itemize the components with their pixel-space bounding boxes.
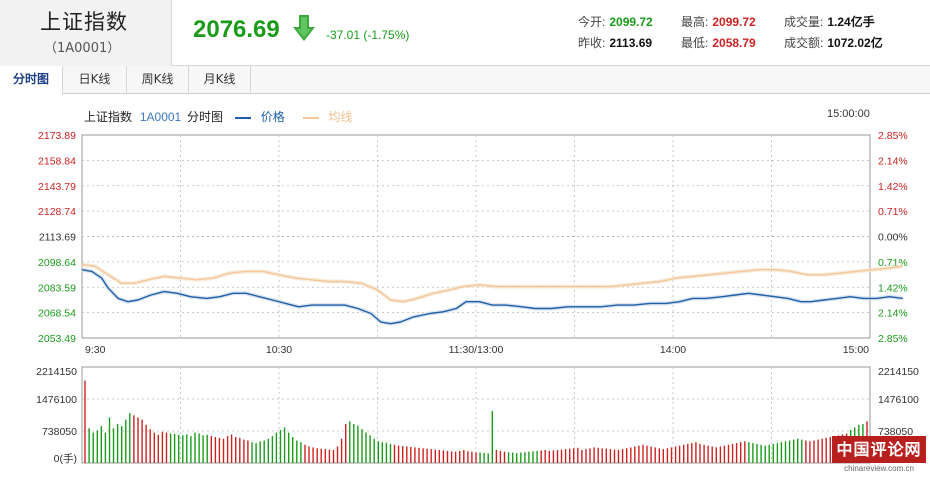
x-tick-label: 11:30/13:00: [449, 344, 504, 356]
legend-price-swatch: [234, 116, 251, 119]
legend-chart-label: 分时图: [187, 110, 224, 124]
y-tick-left: 2083.59: [38, 282, 76, 294]
stat-value: 2099.72: [712, 15, 756, 29]
y-tick-right: 2.85%: [878, 130, 908, 142]
stat-label: 成交额:: [784, 36, 824, 50]
y-tick-left: 2143.79: [38, 181, 76, 193]
volume-tick-left: 0(手): [54, 452, 77, 465]
y-tick-right: 0.00%: [878, 232, 908, 244]
price-series-line: [81, 269, 903, 325]
y-tick-right: 2.14%: [878, 155, 908, 167]
y-tick-right: 2.85%: [878, 333, 908, 345]
index-name: 上证指数: [40, 10, 128, 34]
stat-high: 最高: 2099.72: [681, 13, 756, 30]
end-time: 15:00:00: [827, 108, 870, 120]
stat-turnover: 成交额: 1072.02亿: [784, 34, 883, 51]
current-price: 2076.69: [193, 16, 280, 43]
y-tick-left: 2053.49: [38, 333, 76, 345]
avg-series-line: [81, 263, 903, 303]
stat-value: 2058.79: [712, 36, 756, 50]
price-change: -37.01 (-1.75%): [326, 28, 410, 42]
x-tick-label: 9:30: [85, 344, 106, 356]
legend-avg-label: 均线: [328, 110, 353, 124]
stat-prev-close: 昨收: 2113.69: [578, 34, 652, 51]
stat-value: 2099.72: [609, 15, 653, 29]
y-tick-right: 2.14%: [878, 308, 908, 320]
x-tick-label: 15:00: [843, 344, 869, 356]
stat-volume: 成交量: 1.24亿手: [784, 13, 875, 30]
volume-tick-right: 1476100: [878, 394, 919, 406]
legend-index-name: 上证指数: [84, 110, 133, 124]
y-tick-left: 2173.89: [38, 130, 76, 142]
y-tick-right: 0.71%: [878, 206, 908, 218]
stat-label: 最高:: [681, 15, 709, 29]
volume-tick-right: 738050: [878, 426, 913, 438]
x-tick-label: 14:00: [660, 344, 686, 356]
watermark-sub: chinareview.com.cn: [844, 464, 914, 473]
chart-legend: 上证指数 1A0001 分时图 价格 均线: [84, 108, 352, 125]
x-tick-label: 10:30: [266, 344, 292, 356]
quote-header: 上证指数 （1A0001） 2076.69 -37.01 (-1.75%) 今开…: [0, 0, 930, 66]
stat-label: 昨收:: [578, 36, 606, 50]
volume-tick-left: 1476100: [36, 394, 77, 406]
y-tick-left: 2068.54: [38, 308, 76, 320]
stat-label: 最低:: [681, 36, 709, 50]
stat-value: 1072.02亿: [827, 36, 883, 50]
chart-tabs: 分时图 日K线 周K线 月K线: [0, 66, 930, 95]
tab-intraday[interactable]: 分时图: [0, 66, 63, 95]
y-tick-left: 2098.64: [38, 257, 76, 269]
volume-tick-left: 738050: [42, 426, 77, 438]
y-tick-left: 2113.69: [39, 232, 76, 244]
y-tick-right: 1.42%: [878, 181, 908, 193]
legend-price-label: 价格: [260, 110, 285, 124]
index-name-box: 上证指数 （1A0001）: [0, 0, 172, 66]
volume-tick-left: 2214150: [36, 366, 77, 378]
y-tick-left: 2158.84: [38, 155, 76, 167]
tab-monthly-k[interactable]: 月K线: [189, 66, 251, 94]
stat-label: 今开:: [578, 15, 606, 29]
tab-daily-k[interactable]: 日K线: [63, 66, 127, 94]
volume-tick-right: 2214150: [878, 366, 919, 378]
legend-avg-swatch: [302, 116, 319, 119]
stat-label: 成交量:: [784, 15, 824, 29]
stat-value: 2113.69: [609, 36, 653, 50]
stat-low: 最低: 2058.79: [681, 34, 756, 51]
legend-index-code: 1A0001: [139, 110, 182, 124]
tab-weekly-k[interactable]: 周K线: [127, 66, 189, 94]
down-arrow-icon: [293, 15, 315, 41]
stat-value: 1.24亿手: [827, 15, 875, 29]
watermark-main: 中国评论网: [832, 436, 926, 463]
watermark-logo: 中国评论网 chinareview.com.cn: [832, 436, 926, 474]
y-tick-right: 1.42%: [878, 282, 908, 294]
index-code: （1A0001）: [44, 41, 121, 56]
stat-open: 今开: 2099.72: [578, 13, 653, 30]
y-tick-left: 2128.74: [38, 206, 76, 218]
